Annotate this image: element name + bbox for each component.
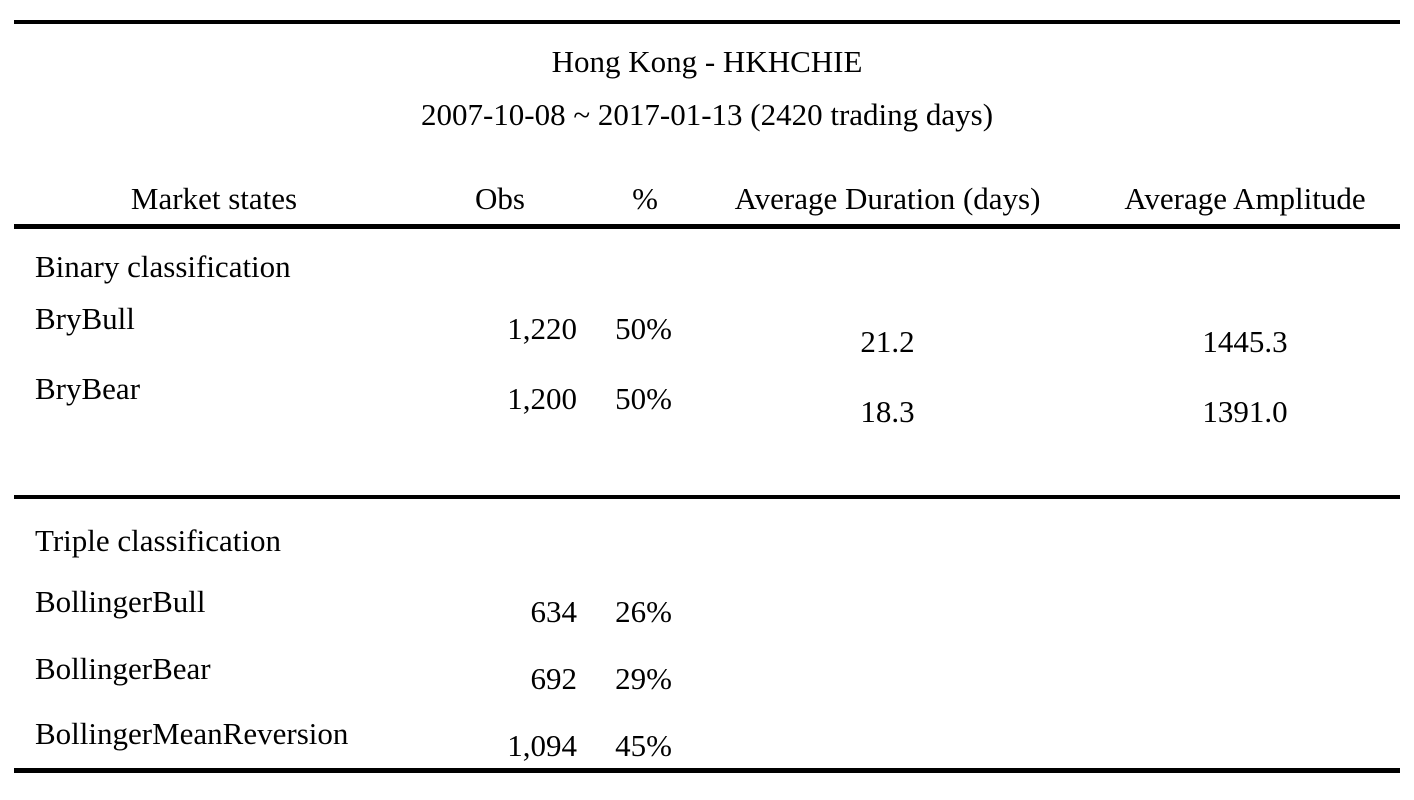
row-label-brybear: BryBear [35,371,141,406]
column-header-average-duration: Average Duration (days) [734,181,1041,216]
bollingerbear-obs-value: 692 [530,661,578,696]
table-header-rule [14,224,1400,229]
brybull-obs-value: 1,220 [507,311,577,346]
section-label-triple-classification: Triple classification [35,523,281,558]
bollingerbull-percent-value: 26% [615,594,672,629]
column-header-market-states: Market states [130,181,298,216]
brybear-amplitude-value: 1391.0 [1202,394,1288,429]
bollingerbull-obs-value: 634 [530,594,578,629]
row-label-bollingerbear: BollingerBear [35,651,211,686]
table-top-rule [14,20,1400,24]
table-title: Hong Kong - HKHCHIE [551,44,863,79]
brybear-obs-value: 1,200 [507,381,577,416]
column-header-obs: Obs [475,181,525,216]
section-label-binary-classification: Binary classification [35,249,291,284]
brybull-amplitude-value: 1445.3 [1202,324,1288,359]
table-bottom-rule [14,768,1400,773]
table-subtitle: 2007-10-08 ~ 2017-01-13 (2420 trading da… [420,97,994,132]
brybull-duration-value: 21.2 [860,324,915,359]
brybear-duration-value: 18.3 [860,394,915,429]
bollingerbear-percent-value: 29% [615,661,672,696]
row-label-brybull: BryBull [35,301,135,336]
row-label-bollingermeanreversion: BollingerMeanReversion [35,716,349,751]
column-header-average-amplitude: Average Amplitude [1124,181,1366,216]
row-label-bollingerbull: BollingerBull [35,584,206,619]
bollingermeanreversion-percent-value: 45% [615,728,672,763]
brybull-percent-value: 50% [615,311,672,346]
table-section-divider-rule [14,495,1400,499]
column-header-percent: % [632,181,658,216]
bollingermeanreversion-obs-value: 1,094 [507,728,577,763]
brybear-percent-value: 50% [615,381,672,416]
